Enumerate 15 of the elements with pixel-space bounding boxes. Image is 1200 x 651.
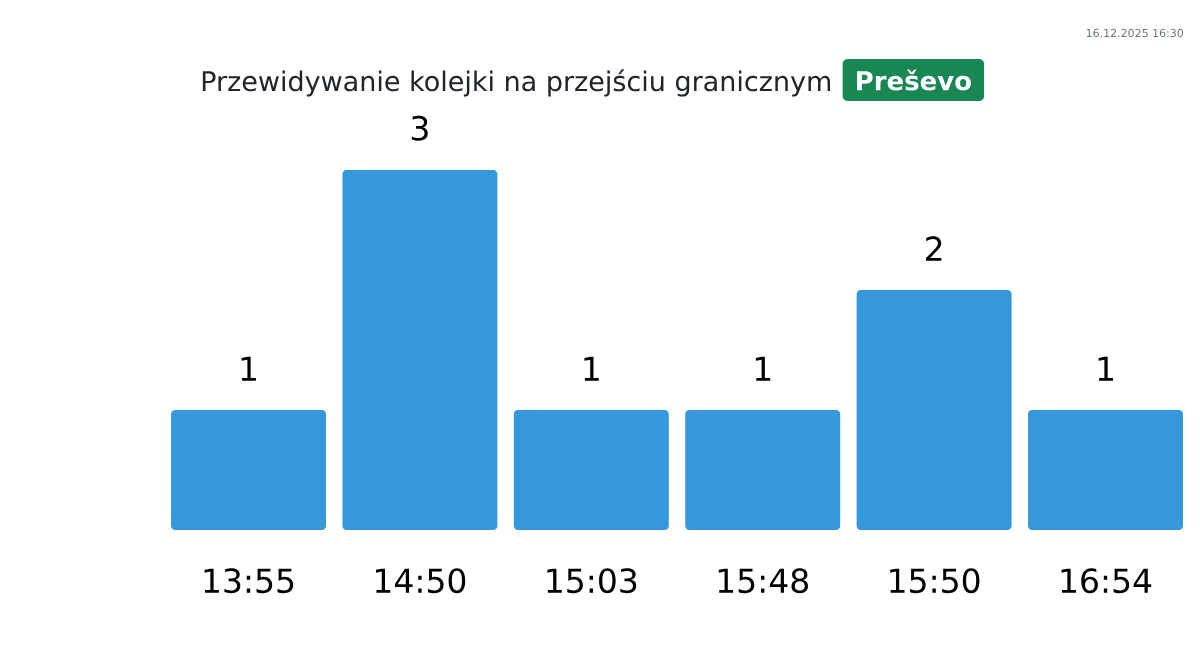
data-label: 1 [755, 356, 771, 381]
x-tick-label: 15:03 [547, 568, 637, 594]
text: 16.12.2025 16:30 [1086, 28, 1184, 38]
data-label: 1 [584, 356, 599, 381]
x-tick-label: 13:55 [204, 568, 294, 594]
data-label: 1 [241, 356, 256, 381]
x-tick-label: 15:50 [890, 568, 980, 594]
x-tick-label: 15:48 [718, 568, 808, 594]
data-label: 3 [411, 115, 428, 141]
x-tick-label: 16:54 [1061, 568, 1152, 594]
data-label: 1 [1098, 356, 1113, 381]
x-tick-label: 14:50 [375, 568, 466, 594]
chart-title: Przewidywanie kolejki na przejściu granicznym [202, 69, 831, 97]
data-label: 2 [926, 236, 942, 261]
chart-subtitle: Preševo [857, 69, 971, 91]
